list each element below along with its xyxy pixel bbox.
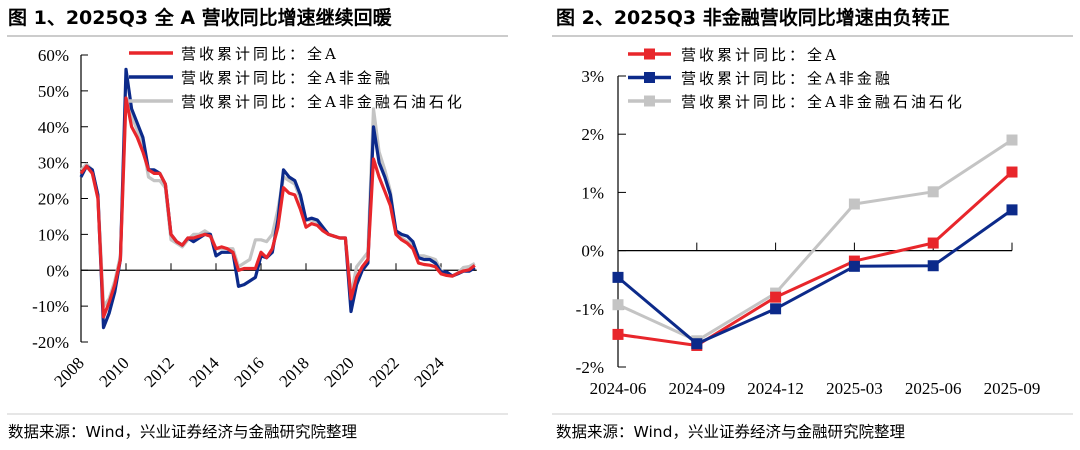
x-tick-label: 2014 bbox=[185, 353, 223, 391]
legend-label-2: 营收累计同比：全A非金融石油石化 bbox=[681, 93, 965, 111]
x-tick-label: 2010 bbox=[95, 353, 132, 390]
x-tick-label: 2025-06 bbox=[905, 379, 962, 398]
x-tick-label: 2022 bbox=[365, 353, 402, 390]
series-2-marker bbox=[848, 198, 860, 210]
x-tick-label: 2024-06 bbox=[590, 379, 647, 398]
chart-2-source: 数据来源：Wind，兴业证券经济与金融研究院整理 bbox=[556, 422, 905, 441]
y-tick-label: -20% bbox=[32, 333, 69, 352]
chart-1-plot: 60% 50% 40% 30% 20% 10% 0% -10% -20%2008 2010 2012… bbox=[32, 45, 477, 391]
x-tick-label: 2024 bbox=[410, 353, 448, 391]
x-tick-label: 2024-09 bbox=[668, 379, 725, 398]
y-tick-label: 1% bbox=[581, 183, 604, 202]
y-tick-label: 40% bbox=[38, 118, 69, 137]
y-tick-label: 2% bbox=[581, 125, 604, 144]
x-tick-label: 2025-03 bbox=[826, 379, 883, 398]
series-line-0 bbox=[79, 96, 476, 319]
y-tick-label: 0% bbox=[46, 261, 69, 280]
series-1-marker bbox=[1006, 204, 1018, 216]
series-1-marker bbox=[691, 338, 703, 350]
y-tick-label: 50% bbox=[38, 82, 69, 101]
legend-label-0: 营收累计同比：全A bbox=[181, 45, 339, 63]
y-tick-label: 3% bbox=[581, 67, 604, 86]
y-tick-label: 0% bbox=[581, 242, 604, 261]
y-tick-label: 60% bbox=[38, 46, 69, 65]
series-0-marker bbox=[927, 237, 939, 249]
x-tick-label: 2016 bbox=[230, 353, 267, 390]
series-2-marker bbox=[1006, 134, 1018, 146]
legend-marker-0 bbox=[644, 48, 655, 60]
y-tick-label: -1% bbox=[576, 300, 604, 319]
series-0-marker bbox=[612, 328, 624, 340]
x-tick-label: 2012 bbox=[140, 353, 177, 390]
series-1-marker bbox=[848, 260, 860, 272]
series-2-marker bbox=[927, 186, 939, 198]
series-2-marker bbox=[612, 299, 624, 311]
series-1-marker bbox=[770, 303, 782, 315]
x-tick-label: 2025-09 bbox=[984, 379, 1041, 398]
series-1-marker bbox=[612, 271, 624, 283]
chart-1-title: 图 1、2025Q3 全 A 营收同比增速继续回暖 bbox=[8, 6, 393, 29]
legend-marker-2 bbox=[644, 95, 655, 107]
legend-label-0: 营收累计同比：全A bbox=[681, 46, 839, 64]
legend-marker-1 bbox=[644, 72, 655, 83]
y-tick-label: 20% bbox=[38, 190, 69, 209]
series-0-marker bbox=[1006, 166, 1018, 178]
y-tick-label: 30% bbox=[38, 154, 69, 173]
series-line-1 bbox=[617, 208, 1013, 346]
chart-1-source: 数据来源：Wind，兴业证券经济与金融研究院整理 bbox=[8, 422, 357, 441]
series-1-marker bbox=[927, 260, 939, 272]
y-tick-label: -2% bbox=[576, 358, 604, 377]
y-tick-label: -10% bbox=[32, 297, 69, 316]
x-tick-label: 2020 bbox=[320, 353, 357, 390]
chart-2-title: 图 2、2025Q3 非金融营收同比增速由负转正 bbox=[556, 6, 950, 29]
x-tick-label: 2024-12 bbox=[747, 379, 804, 398]
legend-label-1: 营收累计同比：全A非金融 bbox=[681, 70, 893, 88]
legend-label-1: 营收累计同比：全A非金融 bbox=[181, 69, 393, 87]
series-0-marker bbox=[770, 291, 782, 303]
x-tick-label: 2018 bbox=[275, 353, 312, 390]
chart-2-plot: 3% 2% 1% 0% -1% -2% 2024-06 2024-09 2024-12 2025-… bbox=[576, 46, 1041, 398]
legend-label-2: 营收累计同比：全A非金融石油石化 bbox=[181, 93, 465, 111]
x-tick-label: 2008 bbox=[50, 353, 87, 390]
y-tick-label: 10% bbox=[38, 225, 69, 244]
series-line-2 bbox=[617, 138, 1013, 343]
series-line-0 bbox=[617, 170, 1014, 347]
